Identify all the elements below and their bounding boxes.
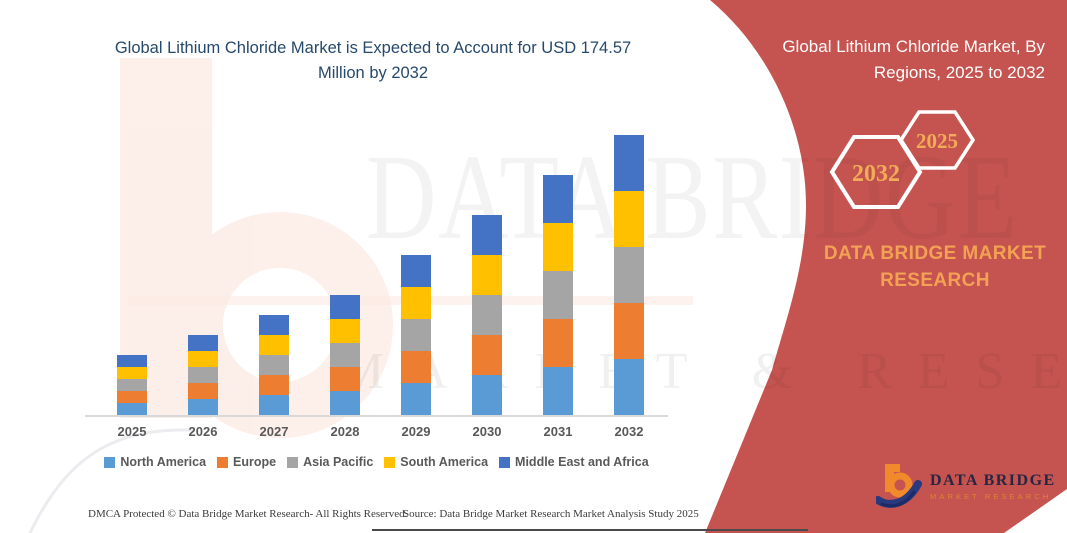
bar-segment (188, 383, 218, 399)
bar-segment (543, 223, 573, 271)
legend-swatch (499, 456, 511, 468)
legend-swatch (384, 456, 396, 468)
bar-segment (472, 295, 502, 335)
year-label: 2032 (614, 424, 644, 439)
bar-segment (330, 295, 360, 319)
databridge-logo-tagline: MARKET RESEARCH (930, 491, 1052, 501)
bar-segment (543, 271, 573, 319)
bar-segment (259, 355, 289, 375)
bar-segment (614, 303, 644, 359)
bar-segment (330, 319, 360, 343)
legend-label: Europe (233, 455, 277, 469)
year-label: 2028 (330, 424, 360, 439)
bar-segment (259, 315, 289, 335)
bar-segment (401, 351, 431, 383)
brand-heading: DATA BRIDGE MARKET RESEARCH (823, 243, 1047, 291)
side-panel-title: Global Lithium Chloride Market, By Regio… (782, 37, 1045, 83)
bar-segment (472, 375, 502, 415)
bar-segment (401, 319, 431, 351)
bar-segment (401, 255, 431, 287)
year-label: 2030 (472, 424, 502, 439)
bar-segment (401, 287, 431, 319)
hexagon-2032-label: 2032 (852, 161, 900, 187)
bar-segment (117, 367, 147, 379)
footer-divider-line (372, 529, 808, 531)
bar-segment (117, 391, 147, 403)
year-label: 2026 (188, 424, 218, 439)
bar-segment (472, 255, 502, 295)
bar-stack-2025 (117, 355, 147, 415)
bar-segment (188, 351, 218, 367)
databridge-logo-icon (876, 464, 922, 508)
bar-stack-2032 (614, 135, 644, 415)
legend-swatch (287, 456, 299, 468)
legend-swatch (104, 456, 116, 468)
bar-segment (614, 247, 644, 303)
legend-item: Middle East and Africa (499, 455, 649, 469)
bar-segment (117, 403, 147, 415)
chart-legend: North America Europe Asia Pacific South Ame… (85, 455, 668, 469)
bar-segment (472, 335, 502, 375)
bar-segment (543, 319, 573, 367)
footer-dmca-text: DMCA Protected © Data Bridge Market Rese… (88, 508, 408, 520)
legend-item: North America (104, 455, 206, 469)
bar-segment (330, 367, 360, 391)
legend-item: South America (384, 455, 488, 469)
legend-label: South America (400, 455, 489, 469)
bar-segment (401, 383, 431, 415)
watermark-swoosh-arc (28, 428, 196, 533)
year-label: 2031 (543, 424, 573, 439)
year-label: 2027 (259, 424, 289, 439)
legend-label: Middle East and Africa (515, 455, 649, 469)
bar-stack-2031 (543, 175, 573, 415)
databridge-logo: DATA BRIDGE MARKET RESEARCH (876, 462, 1061, 510)
year-label: 2025 (117, 424, 147, 439)
hexagon-2025-label: 2025 (916, 129, 958, 153)
hexagon-2032 (829, 135, 923, 209)
bar-segment (614, 191, 644, 247)
bottom-right-corner-notch (1004, 489, 1067, 533)
bar-segment (259, 335, 289, 355)
databridge-logo-name: DATA BRIDGE (930, 471, 1056, 489)
legend-label: Asia Pacific (303, 455, 374, 469)
bar-stack-2028 (330, 295, 360, 415)
bar-stack-2029 (401, 255, 431, 415)
side-panel-red-path (705, 0, 1067, 533)
x-axis-labels: 2025 2026 2027 2028 2029 2030 2031 2032 (85, 424, 668, 442)
bar-segment (614, 359, 644, 415)
chart-title: Global Lithium Chloride Market is Expect… (114, 39, 632, 82)
bar-segment (117, 379, 147, 391)
bar-segment (330, 343, 360, 367)
legend-item: Asia Pacific (287, 455, 373, 469)
bar-segment (259, 395, 289, 415)
bar-segment (330, 391, 360, 415)
legend-swatch (217, 456, 229, 468)
bar-segment (188, 335, 218, 351)
bar-segment (188, 399, 218, 415)
legend-label: North America (120, 455, 207, 469)
bar-segment (259, 375, 289, 395)
year-label: 2029 (401, 424, 431, 439)
bar-chart-plot (85, 120, 668, 417)
bar-segment (117, 355, 147, 367)
bar-segment (543, 367, 573, 415)
bar-segment (188, 367, 218, 383)
bar-segment (614, 135, 644, 191)
legend-item: Europe (217, 455, 276, 469)
bar-segment (543, 175, 573, 223)
bar-stack-2026 (188, 335, 218, 415)
footer-source-text: Source: Data Bridge Market Research Mark… (403, 508, 699, 520)
bar-segment (472, 215, 502, 255)
bar-stack-2027 (259, 315, 289, 415)
bar-stack-2030 (472, 215, 502, 415)
